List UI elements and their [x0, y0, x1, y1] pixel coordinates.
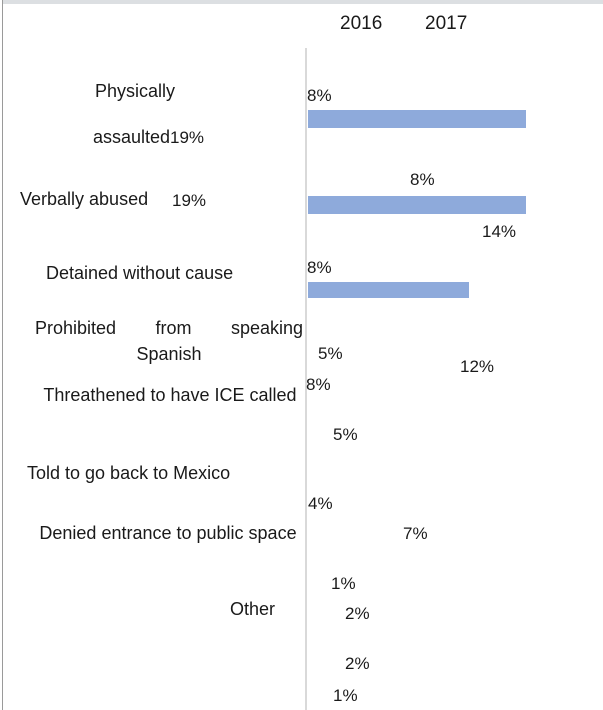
- category-label-told: Told to go back to Mexico: [27, 463, 231, 483]
- chart-frame-left: [2, 0, 3, 710]
- value-label: 7%: [403, 524, 428, 543]
- value-label: 2%: [345, 654, 370, 673]
- category-label-denied: Denied entrance to public space: [39, 523, 297, 543]
- category-label-physically: Physically: [94, 81, 176, 101]
- chart-frame-top: [2, 0, 603, 4]
- bar-verbally-abused: [308, 196, 526, 214]
- category-axis: [305, 48, 307, 710]
- value-label: 12%: [460, 357, 495, 376]
- category-label-prohibited: Prohibited from speaking Spanish: [35, 318, 303, 364]
- legend-2016: 2016: [340, 13, 383, 34]
- value-label: 8%: [307, 258, 332, 277]
- value-label: 19%: [170, 128, 205, 147]
- value-label: 5%: [318, 344, 343, 363]
- value-label: 8%: [306, 375, 331, 394]
- value-label: 19%: [172, 191, 207, 210]
- value-label: 1%: [331, 574, 356, 593]
- bar-physically-assaulted: [308, 110, 526, 128]
- category-label-verbally-abused: Verbally abused: [20, 189, 149, 209]
- category-label-threatened: Threathened to have ICE called: [43, 385, 297, 405]
- category-label-assaulted: assaulted: [92, 127, 170, 147]
- value-label: 8%: [307, 86, 332, 105]
- value-label: 4%: [308, 494, 333, 513]
- value-label: 1%: [333, 686, 358, 705]
- legend-2017: 2017: [425, 13, 468, 34]
- category-label-detained: Detained without cause: [46, 263, 234, 283]
- value-label: 8%: [410, 170, 435, 189]
- value-label: 5%: [333, 425, 358, 444]
- bar-detained-without-cause: [308, 282, 469, 298]
- category-label-other: Other: [230, 599, 276, 619]
- value-label: 14%: [482, 222, 517, 241]
- value-label: 2%: [345, 604, 370, 623]
